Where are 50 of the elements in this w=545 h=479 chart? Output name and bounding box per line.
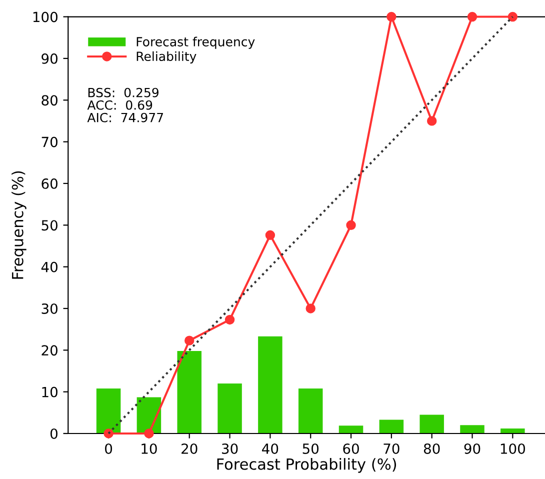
point bbox=[265, 230, 276, 240]
y-axis-title: Frequency (%) bbox=[12, 171, 26, 279]
annotation: ACC: 0.69 bbox=[87, 100, 152, 110]
y-tick-label: 80 bbox=[42, 95, 58, 106]
annotation: BSS: 0.259 bbox=[88, 88, 158, 98]
x-tick-label: 30 bbox=[222, 443, 238, 454]
x-tick-label: 40 bbox=[262, 443, 278, 454]
bar bbox=[420, 414, 444, 434]
bar bbox=[218, 383, 242, 434]
legend-label: Forecast frequency bbox=[136, 36, 255, 49]
point bbox=[346, 220, 356, 230]
point bbox=[426, 116, 437, 126]
point bbox=[467, 12, 478, 22]
point bbox=[104, 428, 114, 438]
point bbox=[508, 12, 518, 22]
legend-label: Reliability bbox=[136, 51, 196, 64]
y-tick-label: 70 bbox=[42, 136, 58, 148]
x-tick-label: 10 bbox=[142, 443, 157, 454]
point bbox=[184, 336, 194, 346]
bar bbox=[96, 388, 121, 434]
y-tick-label: 0 bbox=[50, 428, 58, 439]
x-axis-title: Forecast Probability (%) bbox=[217, 458, 396, 473]
point bbox=[224, 314, 235, 325]
y-tick-label: 20 bbox=[42, 345, 58, 356]
bar bbox=[379, 420, 404, 434]
y-tick-label: 50 bbox=[42, 220, 58, 231]
y-tick-label: 100 bbox=[33, 12, 58, 22]
x-tick-label: 50 bbox=[302, 443, 319, 454]
y-tick-label: 30 bbox=[42, 303, 58, 314]
y-tick-label: 40 bbox=[41, 262, 58, 272]
bar bbox=[338, 426, 364, 434]
point bbox=[386, 12, 396, 22]
bar bbox=[177, 350, 202, 434]
bar bbox=[258, 336, 282, 434]
y-tick-label: 60 bbox=[42, 178, 58, 189]
x-tick-label: 70 bbox=[384, 443, 400, 454]
y-tick-label: 10 bbox=[42, 386, 58, 398]
x-tick-label: 90 bbox=[464, 443, 480, 454]
x-tick-label: 0 bbox=[105, 443, 112, 454]
annotation: AIC: 74.977 bbox=[87, 112, 163, 122]
point bbox=[306, 304, 316, 314]
x-tick-label: 100 bbox=[500, 443, 525, 454]
x-tick-label: 80 bbox=[424, 443, 440, 454]
bar bbox=[500, 428, 525, 434]
point bbox=[144, 428, 154, 438]
bar bbox=[460, 425, 484, 434]
x-tick-label: 20 bbox=[182, 443, 198, 454]
x-tick-label: 60 bbox=[343, 443, 359, 454]
y-tick-label: 90 bbox=[42, 53, 58, 64]
bar bbox=[298, 388, 323, 434]
